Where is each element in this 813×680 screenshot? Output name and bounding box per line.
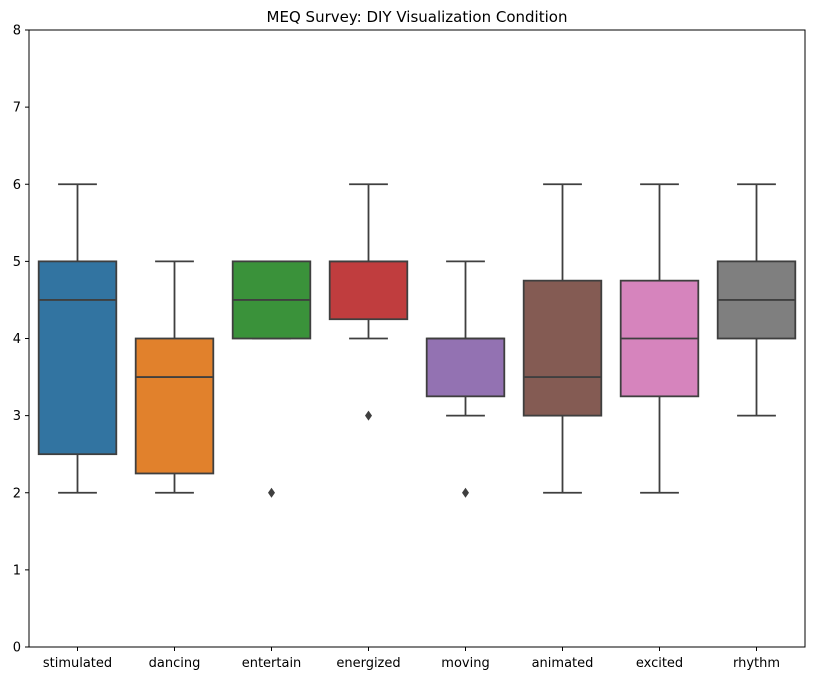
outlier-entertain-0 (268, 487, 275, 498)
y-tick-label: 7 (13, 101, 21, 116)
box-dancing (134, 337, 215, 475)
x-tick-label-animated: animated (532, 656, 594, 671)
x-tick-label-dancing: dancing (149, 656, 201, 671)
y-tick-label: 6 (13, 178, 21, 193)
y-tick-label: 2 (13, 486, 21, 501)
box-group-dancing (134, 260, 215, 494)
box-moving (425, 337, 506, 398)
x-tick-label-entertain: entertain (242, 656, 302, 671)
box-energized (328, 260, 409, 321)
y-tick-label: 0 (13, 641, 21, 656)
chart-axes: 0 1 2 3 4 5 6 7 8 stimulated dancing entertain energ… (13, 24, 806, 671)
box-group-moving (425, 260, 506, 498)
chart-marks (37, 183, 797, 498)
outlier-moving-0 (462, 487, 469, 498)
box-group-animated (522, 183, 603, 494)
box-animated (522, 279, 603, 417)
x-tick-label-energized: energized (336, 656, 400, 671)
box-group-entertain (231, 260, 312, 498)
chart-title: MEQ Survey: DIY Visualization Condition (267, 8, 568, 26)
y-tick-label: 8 (13, 24, 21, 39)
box-group-energized (328, 183, 409, 421)
x-tick-label-moving: moving (441, 656, 489, 671)
box-group-stimulated (37, 183, 118, 494)
box-group-excited (619, 183, 700, 494)
y-tick-label: 3 (13, 409, 21, 424)
x-tick-label-rhythm: rhythm (733, 656, 780, 671)
y-tick-label: 1 (13, 563, 21, 578)
outlier-energized-0 (365, 410, 372, 421)
x-tick-label-stimulated: stimulated (43, 656, 112, 671)
y-tick-label: 5 (13, 255, 21, 270)
box-stimulated (37, 260, 118, 456)
box-group-rhythm (716, 183, 797, 417)
x-tick-label-excited: excited (636, 656, 683, 671)
y-tick-label: 4 (13, 332, 21, 347)
